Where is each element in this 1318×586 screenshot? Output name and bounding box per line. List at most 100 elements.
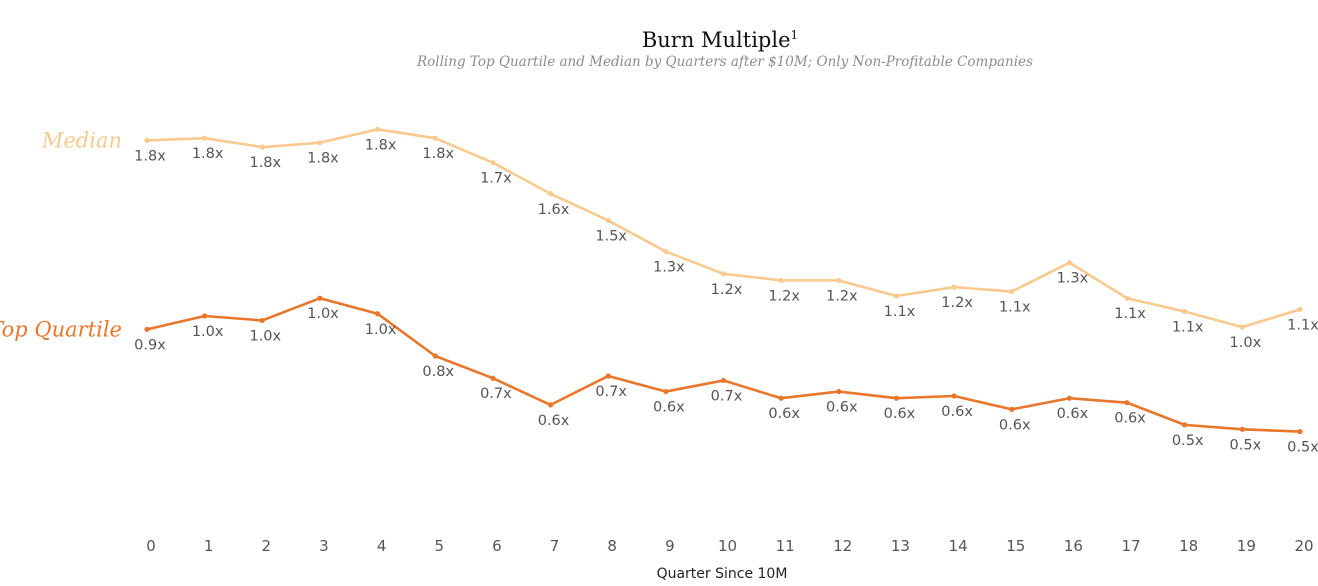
- median-point: [893, 293, 900, 299]
- top-quartile-data-label: 1.0x: [307, 306, 339, 322]
- median-point: [778, 277, 784, 284]
- top-quartile-data-label: 0.6x: [1114, 411, 1146, 427]
- top-quartile-point: [490, 375, 496, 381]
- data-labels: 1.8x 1.8x 1.8x 1.8x 1.8x 1.8x 1.7x 1.6x 1.5x 1.3x…: [134, 137, 1318, 455]
- median-data-label: 1.1x: [1172, 320, 1204, 336]
- top-quartile-point: [836, 388, 842, 395]
- median-point: [663, 248, 669, 255]
- top-quartile-point: [317, 295, 323, 301]
- top-quartile-point: [432, 353, 438, 359]
- median-data-label: 1.5x: [595, 228, 627, 244]
- median-data-label: 1.0x: [1230, 335, 1262, 351]
- x-tick-label: 18: [1179, 537, 1198, 555]
- x-tick-label: 16: [1064, 537, 1083, 555]
- x-tick-label: 3: [319, 537, 329, 555]
- x-tick-label: 15: [1006, 537, 1025, 555]
- top-quartile-point: [547, 402, 554, 408]
- chart-subtitle: Rolling Top Quartile and Median by Quart…: [416, 54, 1033, 70]
- median-data-label: 1.1x: [1287, 317, 1318, 333]
- median-point: [202, 135, 208, 141]
- top-quartile-point: [1009, 406, 1015, 412]
- top-quartile-point: [951, 393, 957, 399]
- x-tick-label: 13: [891, 537, 910, 555]
- median-point: [720, 271, 727, 277]
- top-quartile-data-label: 0.8x: [422, 364, 454, 380]
- x-tick-label: 11: [776, 537, 795, 555]
- median-point: [1239, 324, 1245, 330]
- top-quartile-point: [1124, 400, 1130, 406]
- top-quartile-data-label: 0.6x: [653, 400, 685, 416]
- median-data-label: 1.2x: [941, 295, 973, 311]
- median-data-label: 1.8x: [422, 146, 454, 162]
- median-data-label: 1.2x: [711, 282, 743, 298]
- median-point: [1182, 308, 1188, 315]
- top-quartile-point: [144, 326, 150, 332]
- top-quartile-point: [720, 377, 727, 384]
- median-data-label: 1.8x: [134, 148, 166, 164]
- median-point: [951, 284, 957, 290]
- median-data-label: 1.1x: [1114, 306, 1146, 322]
- x-tick-label: 19: [1237, 537, 1256, 555]
- median-point: [317, 140, 323, 146]
- top-quartile-point: [663, 388, 669, 395]
- median-data-label: 1.2x: [826, 288, 858, 304]
- top-quartile-point: [1066, 395, 1072, 401]
- top-quartile-point: [605, 373, 611, 379]
- top-quartile-data-label: 0.5x: [1287, 440, 1318, 456]
- x-tick-label: 1: [204, 537, 214, 555]
- median-point: [1297, 306, 1303, 312]
- top-quartile-point: [202, 313, 208, 319]
- series-names: Median Top Quartile: [0, 128, 122, 341]
- top-quartile-data-label: 0.9x: [134, 337, 166, 353]
- median-series-name: Median: [41, 128, 122, 152]
- median-point: [490, 160, 496, 166]
- top-quartile-point: [1297, 428, 1303, 435]
- median-data-label: 1.3x: [1057, 271, 1089, 287]
- median-data-label: 1.2x: [768, 288, 800, 304]
- median-data-label: 1.8x: [249, 155, 281, 171]
- median-point: [1124, 295, 1130, 301]
- top-quartile-data-label: 0.6x: [999, 417, 1031, 433]
- top-quartile-point: [893, 395, 900, 401]
- x-tick-label: 12: [833, 537, 852, 555]
- median-point: [605, 217, 611, 224]
- top-quartile-series-name: Top Quartile: [0, 317, 122, 341]
- x-tick-label: 2: [262, 537, 272, 555]
- top-quartile-data-label: 1.0x: [192, 324, 224, 340]
- top-quartile-point: [375, 311, 381, 317]
- x-tick-label: 10: [718, 537, 737, 555]
- top-quartile-data-label: 0.7x: [711, 388, 743, 404]
- top-quartile-data-label: 0.6x: [826, 400, 858, 416]
- top-quartile-data-label: 1.0x: [365, 322, 397, 338]
- median-data-label: 1.1x: [999, 300, 1031, 316]
- x-tick-label: 4: [377, 537, 387, 555]
- top-quartile-data-label: 1.0x: [249, 328, 281, 344]
- top-quartile-data-label: 0.7x: [480, 386, 512, 402]
- median-point: [375, 126, 381, 132]
- median-point: [1009, 288, 1015, 295]
- median-data-label: 1.3x: [653, 260, 685, 276]
- x-tick-label: 6: [492, 537, 502, 555]
- top-quartile-data-label: 0.7x: [595, 384, 627, 400]
- median-data-label: 1.1x: [884, 304, 916, 320]
- x-tick-label: 5: [434, 537, 444, 555]
- series-lines: [146, 128, 1301, 433]
- x-tick-label: 8: [607, 537, 617, 555]
- x-tick-label: 0: [146, 537, 156, 555]
- median-point: [1066, 260, 1072, 266]
- x-tick-label: 17: [1122, 537, 1141, 555]
- top-quartile-data-label: 0.6x: [768, 406, 800, 422]
- x-tick-label: 20: [1294, 537, 1313, 555]
- top-quartile-point: [259, 317, 265, 324]
- top-quartile-point: [1182, 422, 1188, 428]
- series-points: [144, 126, 1303, 435]
- x-axis-label: Quarter Since 10M: [657, 566, 788, 582]
- top-quartile-data-label: 0.6x: [538, 413, 570, 429]
- median-point: [259, 144, 265, 150]
- x-tick-label: 9: [665, 537, 675, 555]
- x-tick-label: 7: [550, 537, 560, 555]
- top-quartile-data-label: 0.6x: [941, 404, 973, 420]
- top-quartile-point: [778, 395, 784, 401]
- title-footnote-marker: 1: [791, 28, 799, 42]
- top-quartile-data-label: 0.6x: [1057, 406, 1089, 422]
